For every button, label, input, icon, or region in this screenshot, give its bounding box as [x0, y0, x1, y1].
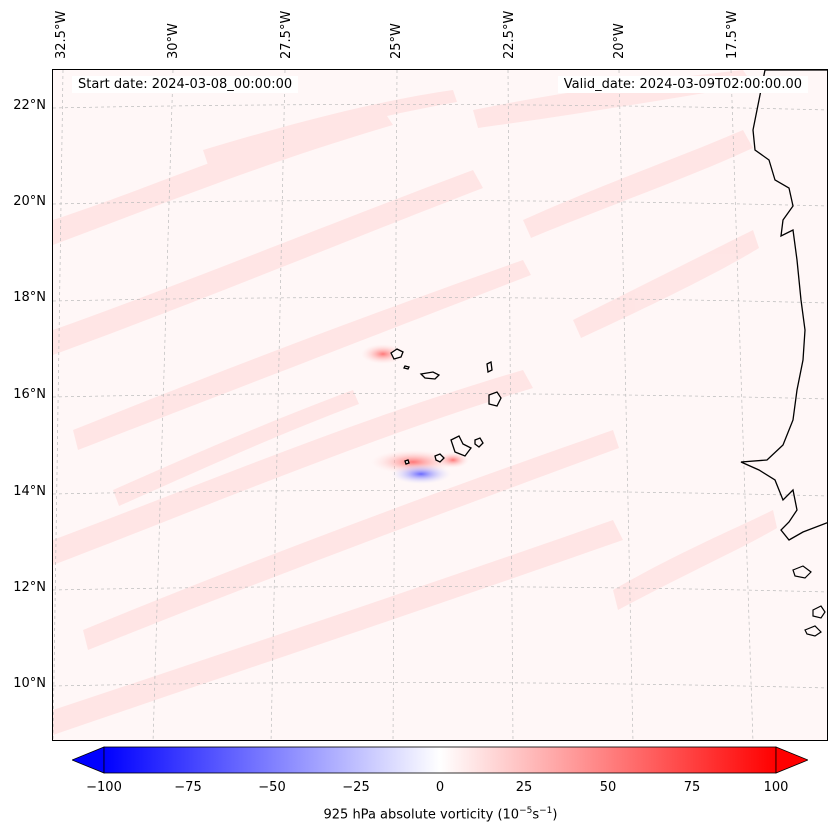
vorticity-positive-fogo — [437, 452, 469, 468]
lat-label-14n: 14°N — [13, 484, 46, 499]
lon-label-20w: 20°W — [612, 23, 627, 59]
lat-label-16n: 16°N — [13, 387, 46, 402]
colorbar-tick-100: 100 — [763, 780, 789, 795]
vorticity-field — [53, 70, 777, 735]
gridlines — [53, 70, 827, 740]
colorbar-tick-75: 75 — [683, 780, 701, 795]
colorbar-tick-minus50: −50 — [258, 780, 286, 795]
lat-label-22n: 22°N — [13, 98, 46, 113]
valid-date-label: Valid_date: 2024-03-09T02:00:00.00 — [557, 76, 808, 93]
colorbar-tick-0: 0 — [435, 780, 445, 795]
colorbar-gradient — [103, 746, 777, 774]
start-date-label: Start date: 2024-03-08_00:00:00 — [72, 76, 299, 93]
lon-label-17-5w: 17.5°W — [725, 10, 740, 59]
lat-label-10n: 10°N — [13, 676, 46, 691]
colorbar-max-extension — [775, 746, 808, 774]
colorbar-tick-minus75: −75 — [174, 780, 202, 795]
colorbar-label: 925 hPa absolute vorticity (10−5s−1) — [323, 806, 558, 823]
vorticity-negative-south — [391, 464, 451, 484]
lat-label-12n: 12°N — [13, 580, 46, 595]
coastline-islands — [792, 565, 826, 637]
colorbar — [72, 746, 808, 774]
lon-label-27-5w: 27.5°W — [279, 10, 294, 59]
colorbar-min-extension — [72, 746, 105, 774]
colorbar-tick-minus25: −25 — [342, 780, 370, 795]
vorticity-map — [53, 70, 827, 740]
map-panel — [52, 69, 828, 741]
lon-label-30w: 30°W — [166, 23, 181, 59]
cape-verde-islands — [390, 348, 502, 465]
lon-label-32-5w: 32.5°W — [54, 10, 69, 59]
lon-label-22-5w: 22.5°W — [502, 10, 517, 59]
colorbar-tick-50: 50 — [599, 780, 617, 795]
lat-label-18n: 18°N — [13, 290, 46, 305]
lon-label-25w: 25°W — [389, 23, 404, 59]
colorbar-tick-25: 25 — [515, 780, 533, 795]
lat-label-20n: 20°N — [13, 194, 46, 209]
africa-coastline — [740, 70, 827, 541]
colorbar-tick-minus100: −100 — [86, 780, 122, 795]
